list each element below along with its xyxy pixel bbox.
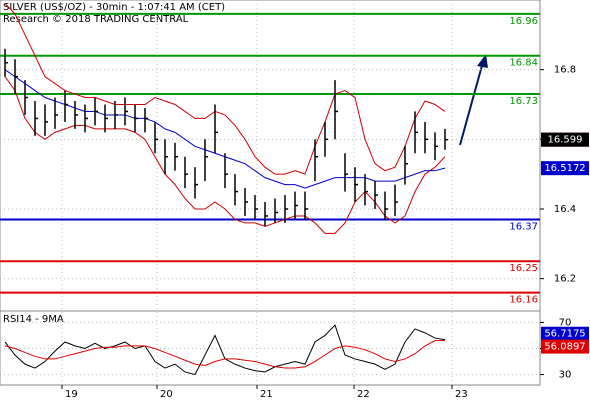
price-box bbox=[541, 132, 589, 147]
price-box-label: 16.5172 bbox=[544, 163, 585, 174]
price-box bbox=[541, 161, 589, 176]
chart-subtitle: Research © 2018 TRADING CENTRAL bbox=[3, 14, 189, 25]
level-label: 16.84 bbox=[509, 58, 538, 69]
chart-title: SILVER (US$/OZ) - 30min - 1:07:41 AM (CE… bbox=[3, 2, 225, 13]
y-tick-label: 16.2 bbox=[554, 274, 576, 285]
value-box-label: 56.7175 bbox=[544, 329, 585, 340]
y-tick-label: 70 bbox=[559, 317, 572, 328]
rsi-title: RSI14 - 9MA bbox=[3, 314, 64, 325]
price-box-label: 16.599 bbox=[548, 135, 583, 146]
forecast-arrow bbox=[459, 61, 484, 146]
indicator-line bbox=[4, 3, 446, 175]
value-box-label: 56.0897 bbox=[544, 342, 585, 353]
level-label: 16.73 bbox=[509, 96, 538, 107]
value-box bbox=[541, 326, 589, 341]
y-tick-label: 30 bbox=[559, 370, 572, 381]
y-tick-label: 16.8 bbox=[554, 65, 576, 76]
plot-frame bbox=[0, 0, 541, 386]
level-label: 16.37 bbox=[509, 221, 538, 232]
x-tick-label: 19 bbox=[65, 389, 78, 400]
x-tick-label: 22 bbox=[357, 389, 370, 400]
value-box bbox=[541, 339, 589, 354]
level-label: 16.96 bbox=[509, 16, 538, 27]
x-tick-label: 20 bbox=[160, 389, 173, 400]
level-label: 16.25 bbox=[509, 263, 538, 274]
arrow-head bbox=[477, 54, 488, 68]
x-tick-label: 21 bbox=[260, 389, 273, 400]
x-tick-label: 23 bbox=[455, 389, 468, 400]
y-tick-label: 16.4 bbox=[554, 204, 576, 215]
rsi-line bbox=[4, 340, 446, 369]
indicator-line bbox=[4, 76, 446, 234]
level-label: 16.16 bbox=[509, 295, 538, 306]
